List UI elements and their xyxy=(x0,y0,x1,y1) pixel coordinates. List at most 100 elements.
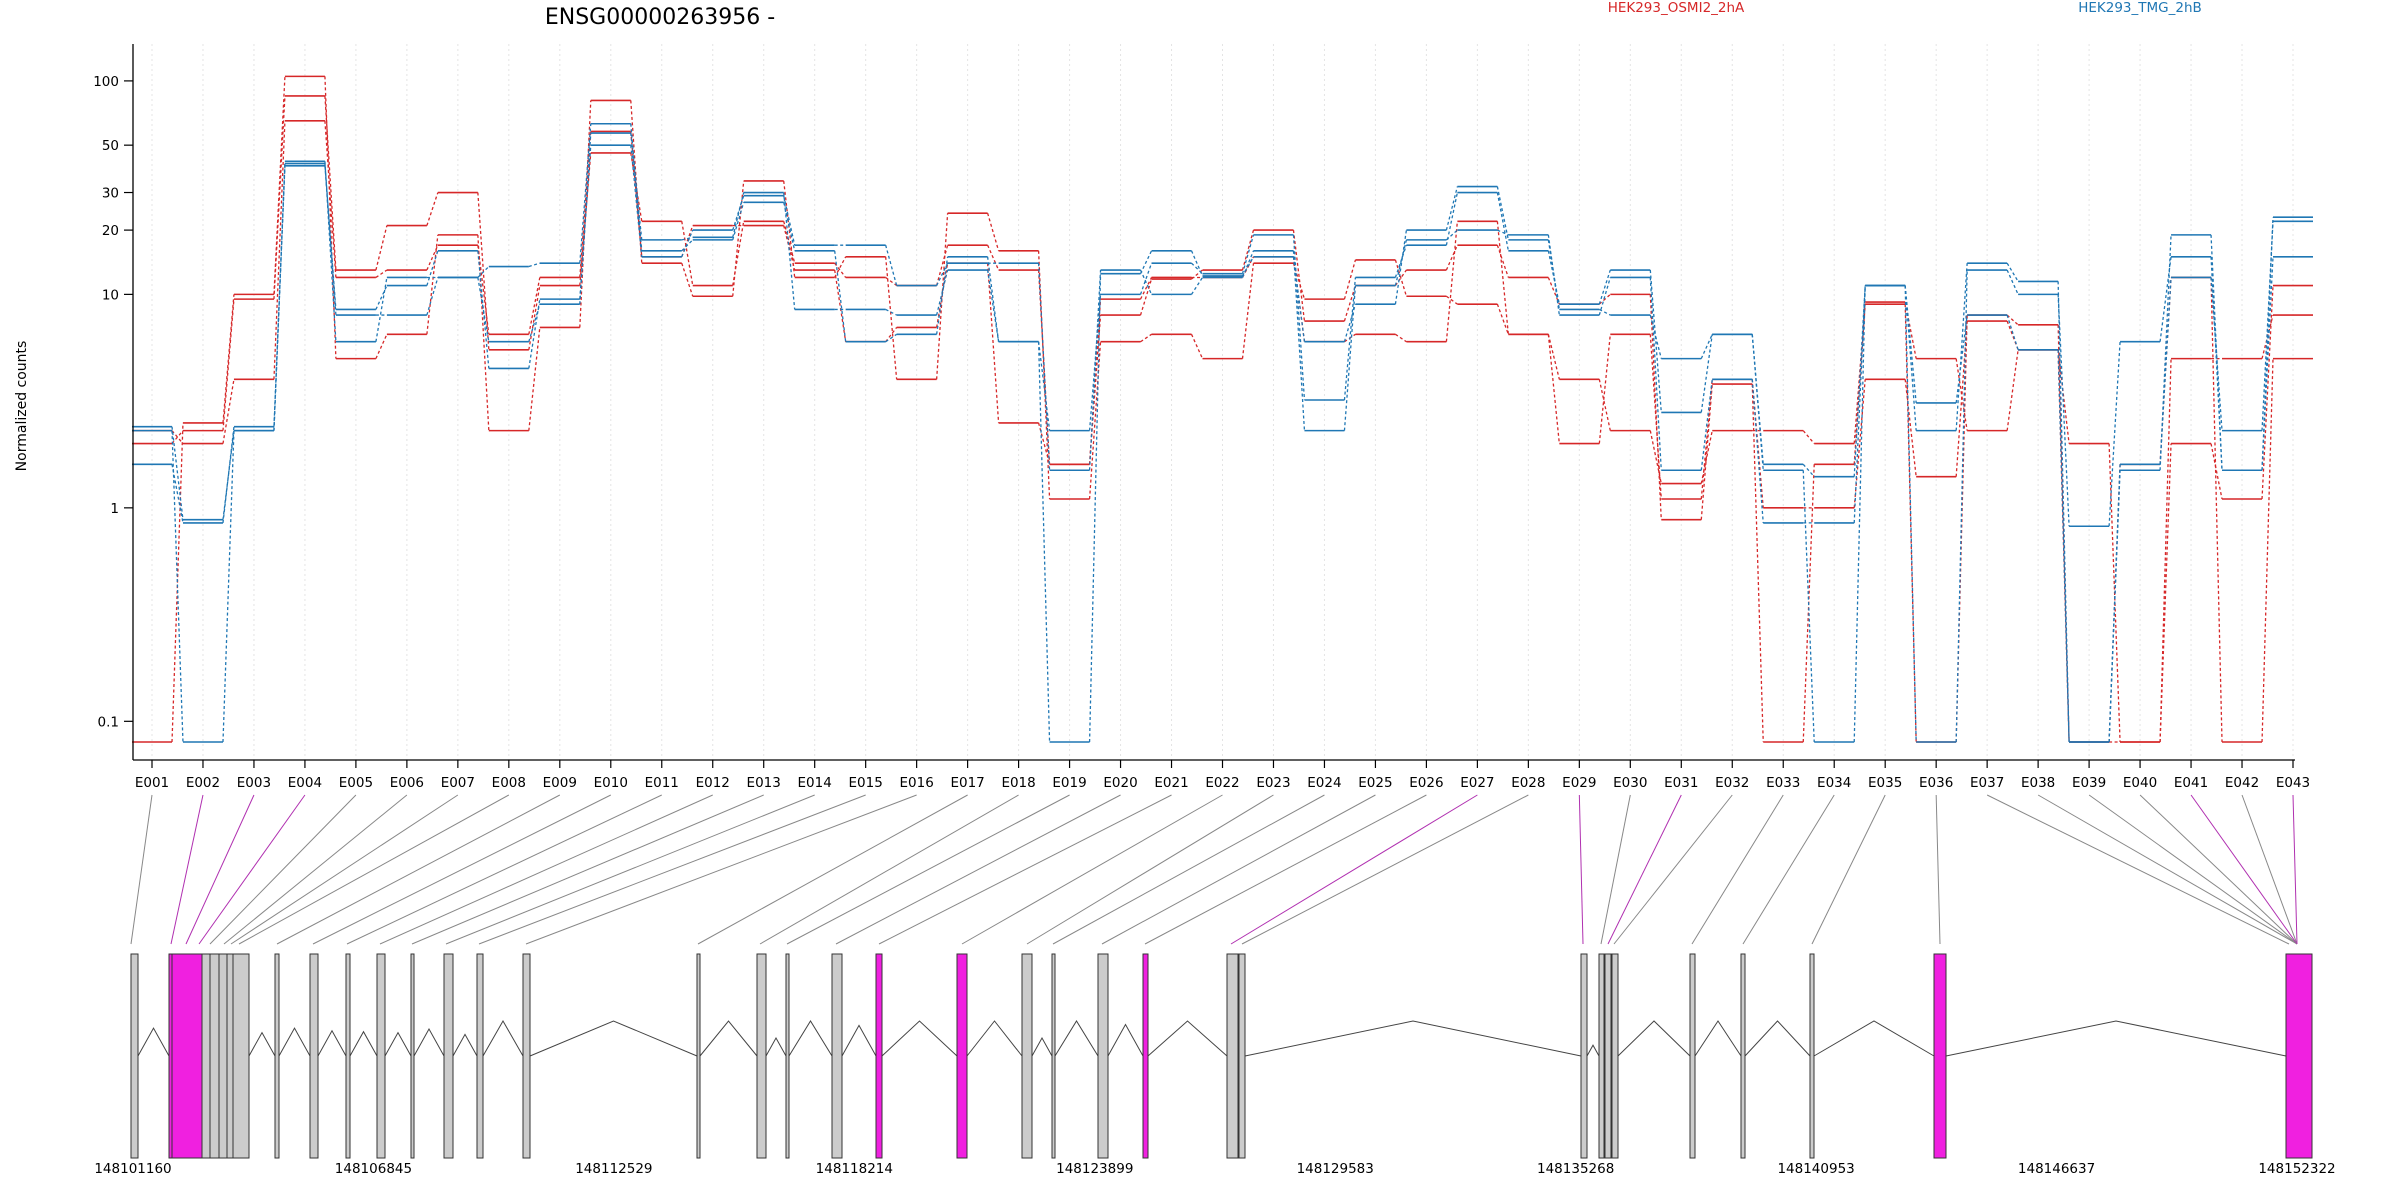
y-axis: 0.1 1 10 20 30 50 100 xyxy=(93,44,134,760)
exon-link-line xyxy=(2139,794,2298,945)
series-connector xyxy=(630,145,643,257)
series-connector xyxy=(935,213,949,380)
x-tick-label: E011 xyxy=(645,775,679,791)
series-connector xyxy=(375,269,388,279)
legend-entry-osmi2: HEK293_OSMI2_2hA xyxy=(1608,0,1745,16)
series-connector xyxy=(1904,301,1917,359)
series-connector xyxy=(324,95,337,271)
legend-entry-tmg: HEK293_TMG_2hB xyxy=(2078,0,2202,16)
series-connector xyxy=(1955,320,1968,477)
intron-line xyxy=(278,1027,311,1057)
exon-block xyxy=(1933,953,1947,1159)
series-connector xyxy=(1751,384,1764,743)
series-connector xyxy=(936,269,949,316)
x-tick-label: E026 xyxy=(1409,775,1443,791)
series-connector xyxy=(834,250,847,342)
series-connector xyxy=(1700,379,1713,471)
series-connector xyxy=(986,213,1000,251)
x-tick-label: E013 xyxy=(747,775,781,791)
series-connector xyxy=(324,161,337,342)
series-connector xyxy=(1955,314,1968,404)
series-connector xyxy=(579,100,592,328)
series-connector xyxy=(885,245,898,286)
series-connector xyxy=(2261,217,2274,471)
exon-block xyxy=(1051,953,1056,1159)
x-tick-label: E008 xyxy=(492,775,526,791)
x-tick-label: E006 xyxy=(390,775,424,791)
series-connector xyxy=(528,327,541,431)
coordinate-label: 148123899 xyxy=(1056,1161,1133,1177)
x-tick-label: E019 xyxy=(1052,775,1086,791)
intron-line xyxy=(317,1029,347,1057)
series-connector xyxy=(528,303,541,342)
series-connector xyxy=(630,123,643,251)
series-connector xyxy=(1955,315,1968,743)
series-connector xyxy=(1649,334,1662,500)
intron-line xyxy=(881,1020,958,1057)
exon-link-line xyxy=(835,794,1121,945)
coordinate-label: 148112529 xyxy=(575,1161,652,1177)
series-connector xyxy=(1547,234,1560,316)
series-connector xyxy=(1445,229,1458,241)
series-connector xyxy=(1802,470,1815,743)
coordinate-label: 148152322 xyxy=(2258,1161,2335,1177)
series-connector xyxy=(834,256,847,278)
exon-block xyxy=(522,953,531,1159)
x-tick-label: E016 xyxy=(899,775,933,791)
intron-line xyxy=(137,1027,170,1057)
series-connector xyxy=(1496,244,1509,278)
series-connector xyxy=(1700,334,1713,413)
series-connector xyxy=(426,250,439,286)
series-connector xyxy=(2210,234,2223,471)
intron-line xyxy=(966,1020,1023,1057)
x-tick-label: E022 xyxy=(1205,775,1239,791)
x-tick-label: E005 xyxy=(339,775,373,791)
exon-link-line xyxy=(238,794,510,945)
series-connector xyxy=(1241,256,1255,278)
x-tick-label: E032 xyxy=(1715,775,1749,791)
series-connector xyxy=(1955,263,1968,431)
exon-block xyxy=(1740,953,1746,1159)
exon-block xyxy=(226,953,234,1159)
exon-link-line xyxy=(525,794,917,945)
coordinate-label: 148101160 xyxy=(94,1161,171,1177)
exon-link-line xyxy=(1241,794,1529,945)
y-tick-label: 100 xyxy=(93,74,119,90)
series-connector xyxy=(528,299,541,369)
x-tick-label: E004 xyxy=(288,775,322,791)
intron-line xyxy=(765,1036,787,1057)
series-connector xyxy=(1700,430,1713,484)
series-connector xyxy=(1292,230,1306,322)
series-connector xyxy=(171,430,184,743)
exon-link-line xyxy=(379,794,713,945)
series-connector xyxy=(1394,239,1408,286)
series-connector xyxy=(732,180,745,297)
x-tick-label: E034 xyxy=(1817,775,1851,791)
series-connector xyxy=(681,262,694,297)
series-connector xyxy=(2006,320,2019,351)
exon-link-line xyxy=(198,794,306,945)
series-connector xyxy=(273,76,286,295)
x-tick-label: E037 xyxy=(1970,775,2004,791)
series-connector xyxy=(986,263,1000,423)
series-connector xyxy=(2057,349,2070,743)
exon-block xyxy=(696,953,701,1159)
series-connector xyxy=(1292,250,1306,431)
series-connector xyxy=(1394,230,1408,305)
exon-link-line xyxy=(786,794,1070,945)
exon-link-line xyxy=(1600,794,1631,945)
x-tick-label: E017 xyxy=(950,775,984,791)
series-connector xyxy=(1343,259,1357,300)
series-connector xyxy=(528,277,541,335)
intron-line xyxy=(1147,1020,1228,1057)
series-connector xyxy=(2057,281,2070,743)
intron-line xyxy=(1617,1020,1691,1057)
series-connector xyxy=(1445,192,1459,246)
series-connector xyxy=(2261,221,2274,431)
series-connector xyxy=(1241,263,1255,359)
series-connector xyxy=(528,262,541,268)
series-connector xyxy=(1853,285,1866,523)
series-connector xyxy=(1088,341,1102,500)
exon-block xyxy=(309,953,319,1159)
